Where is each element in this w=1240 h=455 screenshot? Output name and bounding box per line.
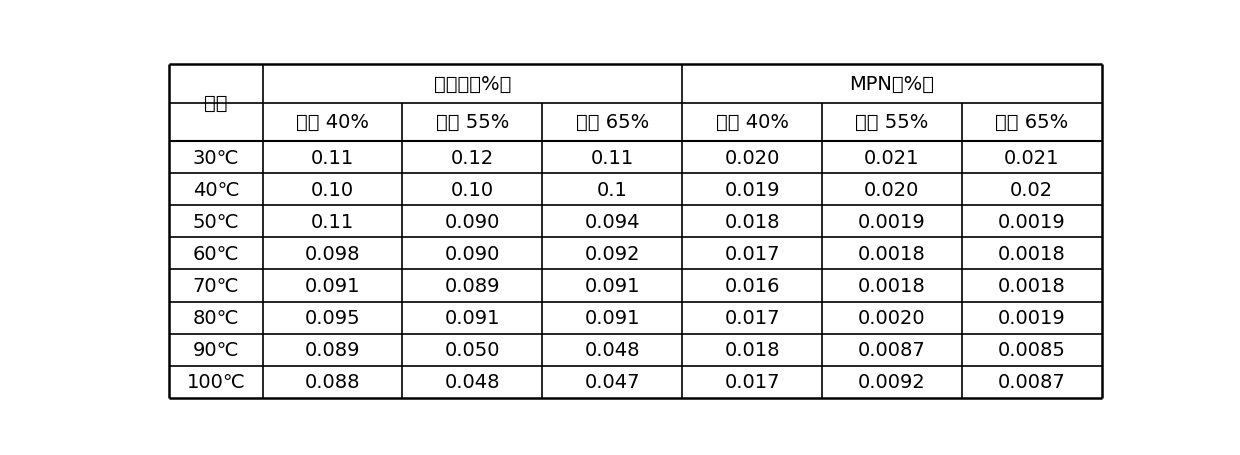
Text: 0.091: 0.091	[445, 308, 500, 327]
Text: 0.11: 0.11	[590, 148, 634, 167]
Text: 0.11: 0.11	[311, 148, 355, 167]
Text: 0.088: 0.088	[305, 373, 361, 391]
Text: 温度: 温度	[205, 94, 228, 113]
Text: 0.0092: 0.0092	[858, 373, 926, 391]
Text: 0.018: 0.018	[724, 340, 780, 359]
Text: 0.12: 0.12	[451, 148, 494, 167]
Text: 0.094: 0.094	[584, 212, 640, 231]
Text: 70℃: 70℃	[192, 276, 239, 295]
Text: 0.1: 0.1	[596, 180, 627, 199]
Text: 0.020: 0.020	[724, 148, 780, 167]
Text: 0.0018: 0.0018	[858, 244, 926, 263]
Text: 0.11: 0.11	[311, 212, 355, 231]
Text: 0.090: 0.090	[445, 212, 500, 231]
Text: 水分 65%: 水分 65%	[575, 113, 649, 132]
Text: 0.017: 0.017	[724, 373, 780, 391]
Text: 0.092: 0.092	[584, 244, 640, 263]
Text: 0.0018: 0.0018	[998, 244, 1065, 263]
Text: 0.089: 0.089	[305, 340, 361, 359]
Text: 40℃: 40℃	[192, 180, 239, 199]
Text: 0.0019: 0.0019	[998, 212, 1065, 231]
Text: 0.016: 0.016	[724, 276, 780, 295]
Text: 0.095: 0.095	[305, 308, 361, 327]
Text: 0.0018: 0.0018	[858, 276, 926, 295]
Text: 0.017: 0.017	[724, 244, 780, 263]
Text: 水分 55%: 水分 55%	[435, 113, 510, 132]
Text: 0.020: 0.020	[864, 180, 920, 199]
Text: MPN（%）: MPN（%）	[849, 75, 935, 94]
Text: 0.089: 0.089	[445, 276, 500, 295]
Text: 80℃: 80℃	[192, 308, 239, 327]
Text: 0.017: 0.017	[724, 308, 780, 327]
Text: 0.019: 0.019	[724, 180, 780, 199]
Text: 0.018: 0.018	[724, 212, 780, 231]
Text: 0.091: 0.091	[584, 276, 640, 295]
Text: 0.021: 0.021	[1004, 148, 1059, 167]
Text: 0.048: 0.048	[584, 340, 640, 359]
Text: 0.0087: 0.0087	[858, 340, 926, 359]
Text: 30℃: 30℃	[192, 148, 239, 167]
Text: 0.091: 0.091	[584, 308, 640, 327]
Text: 0.0019: 0.0019	[858, 212, 926, 231]
Text: 水分 40%: 水分 40%	[715, 113, 789, 132]
Text: 水分 40%: 水分 40%	[296, 113, 370, 132]
Text: 100℃: 100℃	[187, 373, 246, 391]
Text: 0.098: 0.098	[305, 244, 361, 263]
Text: 50℃: 50℃	[192, 212, 239, 231]
Text: 0.10: 0.10	[311, 180, 355, 199]
Text: 0.0020: 0.0020	[858, 308, 925, 327]
Text: 0.02: 0.02	[1011, 180, 1053, 199]
Text: 0.0085: 0.0085	[998, 340, 1065, 359]
Text: 0.0018: 0.0018	[998, 276, 1065, 295]
Text: 銀杏酸（%）: 銀杏酸（%）	[434, 75, 511, 94]
Text: 水分 65%: 水分 65%	[994, 113, 1069, 132]
Text: 0.048: 0.048	[445, 373, 500, 391]
Text: 0.050: 0.050	[445, 340, 500, 359]
Text: 0.10: 0.10	[451, 180, 494, 199]
Text: 0.0019: 0.0019	[998, 308, 1065, 327]
Text: 60℃: 60℃	[192, 244, 239, 263]
Text: 0.091: 0.091	[305, 276, 361, 295]
Text: 0.047: 0.047	[584, 373, 640, 391]
Text: 0.0087: 0.0087	[998, 373, 1065, 391]
Text: 0.090: 0.090	[445, 244, 500, 263]
Text: 水分 55%: 水分 55%	[856, 113, 929, 132]
Text: 90℃: 90℃	[192, 340, 239, 359]
Text: 0.021: 0.021	[864, 148, 920, 167]
